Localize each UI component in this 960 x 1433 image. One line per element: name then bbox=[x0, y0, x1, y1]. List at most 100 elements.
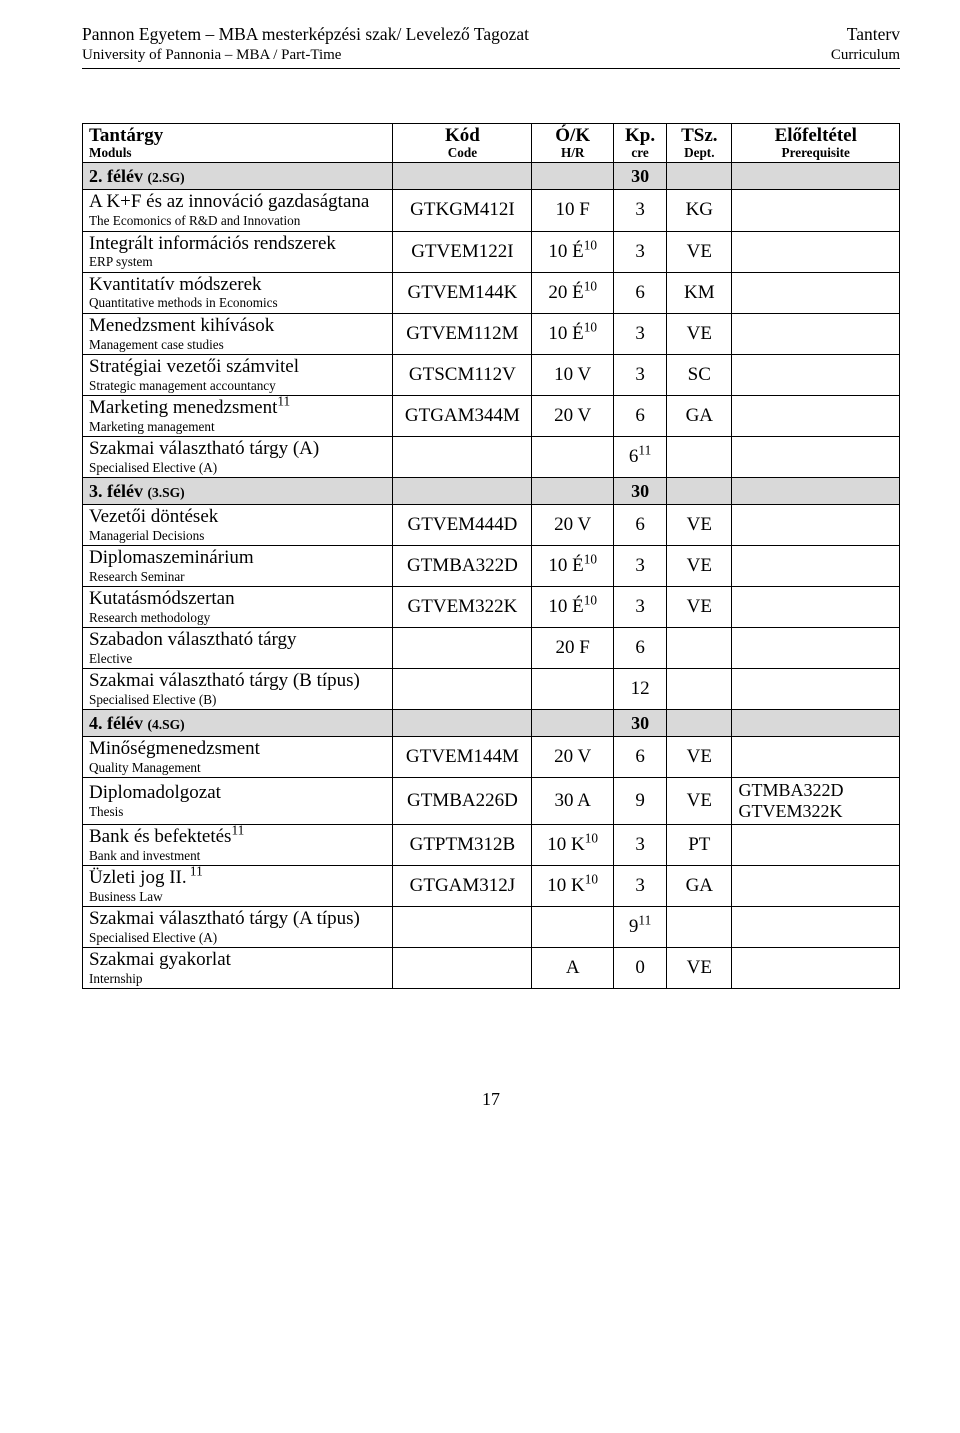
prereq-cell bbox=[732, 545, 900, 586]
subject-hu: Szabadon választható tárgy bbox=[89, 630, 386, 651]
cre-cell: 3 bbox=[614, 313, 667, 354]
dept-cell: PT bbox=[667, 824, 732, 865]
code-cell bbox=[393, 436, 532, 477]
subject-en: Research methodology bbox=[89, 610, 386, 625]
subject-cell: Marketing menedzsment11Marketing managem… bbox=[83, 395, 393, 436]
header-code: Kód Code bbox=[393, 124, 532, 163]
code-cell: GTMBA226D bbox=[393, 778, 532, 824]
cre-cell: 611 bbox=[614, 436, 667, 477]
header-code-en: Code bbox=[399, 146, 525, 161]
code-cell: GTGAM344M bbox=[393, 395, 532, 436]
subject-cell: MinőségmenedzsmentQuality Management bbox=[83, 737, 393, 778]
subject-hu: Integrált információs rendszerek bbox=[89, 234, 386, 255]
subject-cell: Szakmai választható tárgy (B típus)Speci… bbox=[83, 669, 393, 710]
subject-hu: A K+F és az innováció gazdaságtana bbox=[89, 192, 386, 213]
dept-cell bbox=[667, 669, 732, 710]
table-row: Menedzsment kihívásokManagement case stu… bbox=[83, 313, 900, 354]
cre-cell: 6 bbox=[614, 395, 667, 436]
subject-en: Thesis bbox=[89, 804, 386, 819]
semester-empty bbox=[732, 477, 900, 504]
prereq-cell bbox=[732, 587, 900, 628]
table-row: DiplomaszemináriumResearch SeminarGTMBA3… bbox=[83, 545, 900, 586]
semester-credits: 30 bbox=[614, 477, 667, 504]
cre-cell: 3 bbox=[614, 587, 667, 628]
subject-hu: Menedzsment kihívások bbox=[89, 316, 386, 337]
header-subject: Tantárgy Moduls bbox=[83, 124, 393, 163]
cre-cell: 3 bbox=[614, 824, 667, 865]
table-header-row: Tantárgy Moduls Kód Code Ó/K H/R Kp. cre… bbox=[83, 124, 900, 163]
subject-hu: Szakmai választható tárgy (B típus) bbox=[89, 671, 386, 692]
subject-en: Bank and investment bbox=[89, 848, 386, 863]
header-prereq-hu: Előfeltétel bbox=[738, 126, 893, 146]
cre-cell: 3 bbox=[614, 865, 667, 906]
table-row: Marketing menedzsment11Marketing managem… bbox=[83, 395, 900, 436]
table-row: Szabadon választható tárgyElective20 F6 bbox=[83, 628, 900, 669]
semester-label: 3. félév (3.SG) bbox=[83, 477, 393, 504]
subject-cell: Szabadon választható tárgyElective bbox=[83, 628, 393, 669]
header-prereq-en: Prerequisite bbox=[738, 146, 893, 161]
subject-cell: DiplomadolgozatThesis bbox=[83, 778, 393, 824]
subject-cell: Vezetői döntésekManagerial Decisions bbox=[83, 504, 393, 545]
prereq-cell bbox=[732, 947, 900, 988]
prereq-cell bbox=[732, 395, 900, 436]
prereq-cell bbox=[732, 354, 900, 395]
header-hr-en: H/R bbox=[538, 146, 607, 161]
curriculum-table: Tantárgy Moduls Kód Code Ó/K H/R Kp. cre… bbox=[82, 123, 900, 989]
subject-hu: Diplomadolgozat bbox=[89, 783, 386, 804]
cre-cell: 12 bbox=[614, 669, 667, 710]
cre-cell: 3 bbox=[614, 354, 667, 395]
cre-cell: 6 bbox=[614, 737, 667, 778]
dept-cell: VE bbox=[667, 947, 732, 988]
hr-cell: 20 É10 bbox=[532, 272, 614, 313]
header-dept-hu: TSz. bbox=[673, 126, 725, 146]
cre-cell: 3 bbox=[614, 190, 667, 231]
subject-hu: Marketing menedzsment11 bbox=[89, 398, 386, 419]
table-row: Szakmai gyakorlatInternshipA0VE bbox=[83, 947, 900, 988]
prereq-cell: GTMBA322DGTVEM322K bbox=[732, 778, 900, 824]
table-row: DiplomadolgozatThesisGTMBA226D30 A9VEGTM… bbox=[83, 778, 900, 824]
table-row: Vezetői döntésekManagerial DecisionsGTVE… bbox=[83, 504, 900, 545]
cre-cell: 3 bbox=[614, 545, 667, 586]
hr-cell: A bbox=[532, 947, 614, 988]
dept-cell: VE bbox=[667, 313, 732, 354]
subject-cell: Szakmai választható tárgy (A típus)Speci… bbox=[83, 906, 393, 947]
subject-en: Business Law bbox=[89, 889, 386, 904]
semester-empty bbox=[667, 163, 732, 190]
semester-empty bbox=[732, 710, 900, 737]
prereq-cell bbox=[732, 272, 900, 313]
hr-cell: 10 K10 bbox=[532, 824, 614, 865]
table-row: MinőségmenedzsmentQuality ManagementGTVE… bbox=[83, 737, 900, 778]
code-cell: GTVEM444D bbox=[393, 504, 532, 545]
header-cre-en: cre bbox=[620, 146, 660, 161]
hr-cell: 10 É10 bbox=[532, 313, 614, 354]
header-cre: Kp. cre bbox=[614, 124, 667, 163]
header-code-hu: Kód bbox=[399, 126, 525, 146]
semester-label: 2. félév (2.SG) bbox=[83, 163, 393, 190]
code-cell: GTVEM122I bbox=[393, 231, 532, 272]
dept-cell: SC bbox=[667, 354, 732, 395]
prereq-cell bbox=[732, 824, 900, 865]
code-cell bbox=[393, 669, 532, 710]
cre-cell: 6 bbox=[614, 504, 667, 545]
subject-cell: KutatásmódszertanResearch methodology bbox=[83, 587, 393, 628]
hr-cell: 20 F bbox=[532, 628, 614, 669]
header-hr: Ó/K H/R bbox=[532, 124, 614, 163]
dept-cell bbox=[667, 628, 732, 669]
semester-empty bbox=[532, 163, 614, 190]
subject-en: Research Seminar bbox=[89, 569, 386, 584]
dept-cell: KG bbox=[667, 190, 732, 231]
hr-cell: 10 É10 bbox=[532, 587, 614, 628]
cre-cell: 9 bbox=[614, 778, 667, 824]
subject-hu: Szakmai választható tárgy (A) bbox=[89, 439, 386, 460]
table-row: Üzleti jog II. 11Business LawGTGAM312J10… bbox=[83, 865, 900, 906]
subject-en: The Ecomonics of R&D and Innovation bbox=[89, 213, 386, 228]
subject-hu: Üzleti jog II. 11 bbox=[89, 868, 386, 889]
subject-hu: Kvantitatív módszerek bbox=[89, 275, 386, 296]
header-hr-hu: Ó/K bbox=[538, 126, 607, 146]
subject-cell: A K+F és az innováció gazdaságtanaThe Ec… bbox=[83, 190, 393, 231]
hr-cell: 20 V bbox=[532, 504, 614, 545]
semester-empty bbox=[393, 477, 532, 504]
header-dept-en: Dept. bbox=[673, 146, 725, 161]
subject-en: Strategic management accountancy bbox=[89, 378, 386, 393]
subject-en: Specialised Elective (A) bbox=[89, 930, 386, 945]
